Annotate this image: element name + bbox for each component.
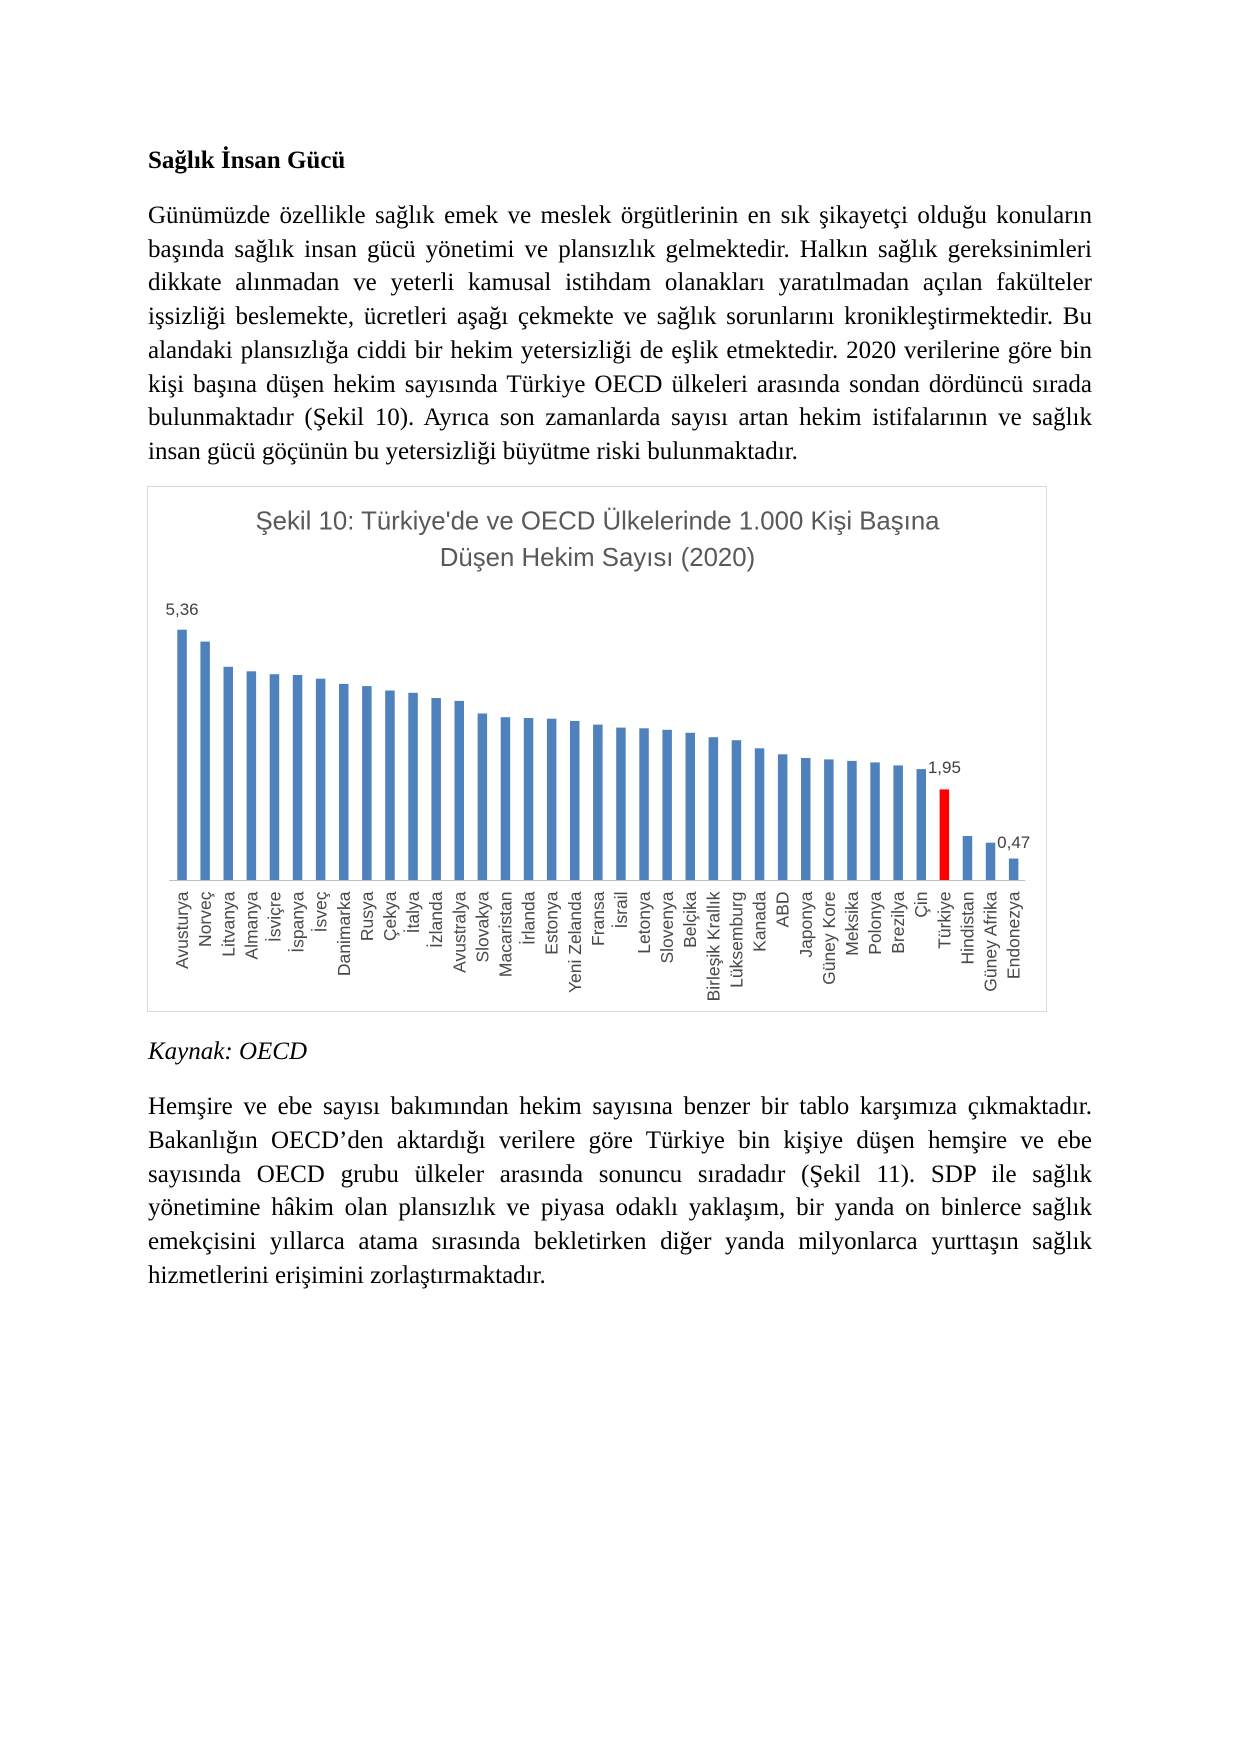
svg-text:Japonya: Japonya [796, 891, 816, 957]
svg-text:Çekya: Çekya [380, 891, 400, 941]
svg-text:Hindistan: Hindistan [958, 892, 978, 965]
svg-text:Belçika: Belçika [680, 891, 700, 948]
svg-text:Şekil 10: Türkiye'de ve OECD Ü: Şekil 10: Türkiye'de ve OECD Ülkelerinde… [255, 507, 940, 535]
svg-text:0,47: 0,47 [997, 833, 1030, 852]
svg-text:Türkiye: Türkiye [934, 892, 954, 949]
svg-text:Rusya: Rusya [357, 891, 377, 941]
svg-text:Danimarka: Danimarka [334, 891, 354, 976]
svg-text:Çin: Çin [911, 892, 931, 918]
svg-text:Estonya: Estonya [542, 891, 562, 954]
svg-text:Litvanya: Litvanya [218, 891, 238, 956]
svg-text:Almanya: Almanya [241, 891, 261, 959]
svg-text:1,95: 1,95 [928, 758, 961, 777]
svg-text:Slovakya: Slovakya [472, 891, 492, 962]
svg-text:Birleşik Krallık: Birleşik Krallık [703, 891, 723, 1001]
svg-text:İsrail: İsrail [611, 892, 631, 929]
svg-text:Avusturya: Avusturya [172, 891, 192, 969]
svg-text:Norveç: Norveç [195, 891, 215, 947]
svg-text:Güney Afrika: Güney Afrika [981, 891, 1001, 991]
svg-text:Macaristan: Macaristan [496, 892, 516, 978]
svg-text:İtalya: İtalya [403, 891, 423, 933]
svg-text:Meksika: Meksika [842, 891, 862, 955]
svg-text:Endonezya: Endonezya [1004, 891, 1024, 979]
svg-text:Avustralya: Avustralya [449, 891, 469, 973]
svg-text:ABD: ABD [773, 892, 793, 928]
svg-text:5,36: 5,36 [166, 600, 199, 619]
svg-text:İrlanda: İrlanda [519, 891, 539, 945]
svg-text:Kanada: Kanada [750, 891, 770, 952]
svg-text:İspanya: İspanya [288, 891, 308, 953]
svg-text:Yeni Zelanda: Yeni Zelanda [565, 891, 585, 993]
svg-text:Fransa: Fransa [588, 891, 608, 946]
svg-text:İzlanda: İzlanda [426, 891, 446, 948]
svg-text:Güney Kore: Güney Kore [819, 892, 839, 985]
svg-text:Brezilya: Brezilya [888, 891, 908, 954]
svg-text:Slovenya: Slovenya [657, 891, 677, 963]
svg-text:Letonya: Letonya [634, 891, 654, 954]
svg-text:Düşen Hekim Sayısı (2020): Düşen Hekim Sayısı (2020) [440, 544, 755, 572]
svg-text:İsveç: İsveç [311, 891, 331, 932]
svg-text:İsviçre: İsviçre [265, 892, 285, 943]
svg-text:Lüksemburg: Lüksemburg [727, 892, 747, 988]
svg-text:Polonya: Polonya [865, 891, 885, 955]
